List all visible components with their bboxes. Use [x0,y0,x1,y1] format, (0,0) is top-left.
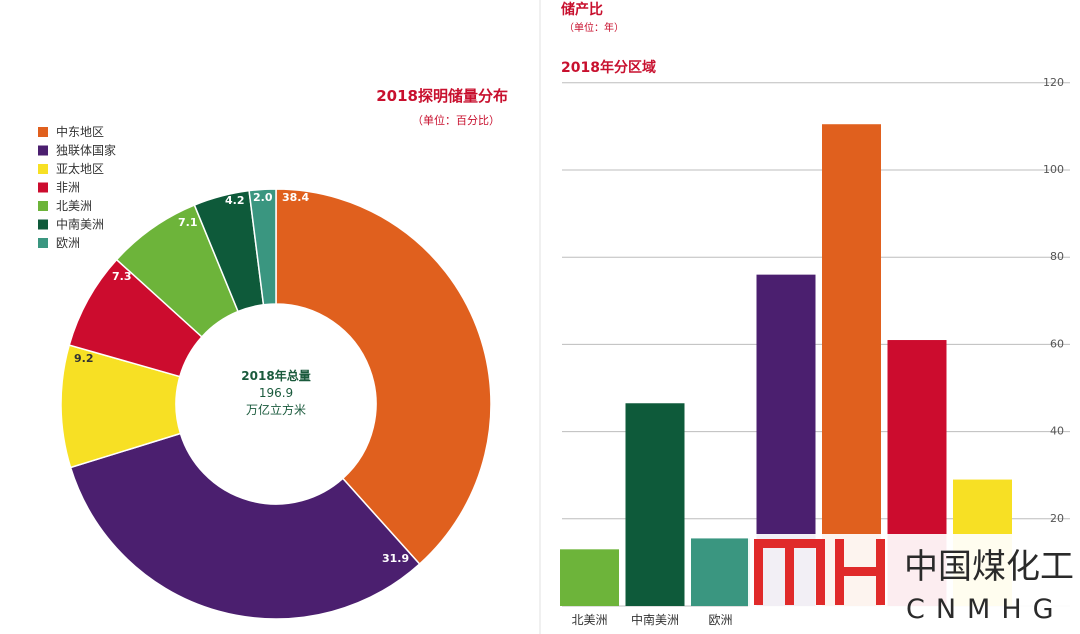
donut-slice-label: 4.2 [225,194,245,207]
bar-subtitle: 2018年分区域 [561,59,656,76]
legend-label: 北美洲 [56,199,92,213]
donut-chart: 2018探明储量分布 （单位：百分比） 中东地区独联体国家亚太地区非洲北美洲中南… [38,87,508,620]
legend-label: 非洲 [56,181,80,195]
legend-swatch [38,219,48,230]
legend-swatch [38,145,48,156]
donut-slice [69,432,421,620]
donut-slice-label: 38.4 [282,191,309,204]
watermark-en-text: CNMHG [906,594,1065,625]
bar-x-labels: 北美洲 中南美洲 欧洲 [571,612,732,627]
y-tick-label: 120 [1043,76,1064,89]
donut-slice-label: 31.9 [382,552,409,565]
donut-slice-labels: 38.4 31.9 9.2 7.3 7.1 4.2 2.0 [74,191,409,565]
bar [560,549,619,606]
donut-title: 2018探明储量分布 [376,87,508,105]
legend-swatch [38,201,48,211]
bar-series [560,124,1012,606]
legend-label: 中东地区 [56,124,104,139]
x-tick-label: 欧洲 [708,613,732,627]
legend-swatch [38,164,48,174]
legend-label: 独联体国家 [56,143,116,158]
watermark-backdrop [748,534,1080,634]
x-tick-label: 中南美洲 [631,612,679,627]
bar-unit: （单位：年） [564,21,624,34]
donut-slice-label: 7.1 [178,216,198,229]
legend-label: 亚太地区 [56,161,104,176]
y-tick-label: 20 [1050,512,1064,525]
donut-slice [275,188,492,566]
donut-center-unit: 万亿立方米 [246,402,306,417]
donut-slice-label: 2.0 [253,191,273,204]
y-tick-label: 100 [1043,163,1064,176]
watermark-cn-text: 中国煤化工 [904,547,1074,587]
y-tick-label: 80 [1050,250,1064,263]
donut-center-title: 2018年总量 [241,368,310,383]
donut-slice-label: 7.3 [112,270,132,283]
legend-swatch [38,182,48,193]
donut-slice-label: 9.2 [74,352,94,365]
bar-title: 储产比 [560,1,603,18]
watermark-logo: 中国煤化工 CNMHG [748,534,1080,634]
donut-slice [248,188,277,306]
legend-label: 欧洲 [56,236,80,250]
y-tick-label: 60 [1050,337,1064,350]
y-tick-label: 40 [1050,425,1064,438]
x-tick-label: 北美洲 [571,613,607,627]
donut-center-value: 196.9 [259,386,293,400]
logo-mark-mh [754,539,885,605]
legend-swatch [38,127,48,137]
donut-unit: （单位：百分比） [412,113,500,127]
bar [822,124,881,606]
legend-label: 中南美洲 [56,217,104,232]
bar-chart: 储产比 （单位：年） 2018年分区域 20 40 60 80 100 120 北美洲 中南… [560,1,1070,627]
donut-slices [60,188,492,620]
bar [691,538,750,606]
legend-swatch [38,238,48,248]
bar [625,403,685,606]
